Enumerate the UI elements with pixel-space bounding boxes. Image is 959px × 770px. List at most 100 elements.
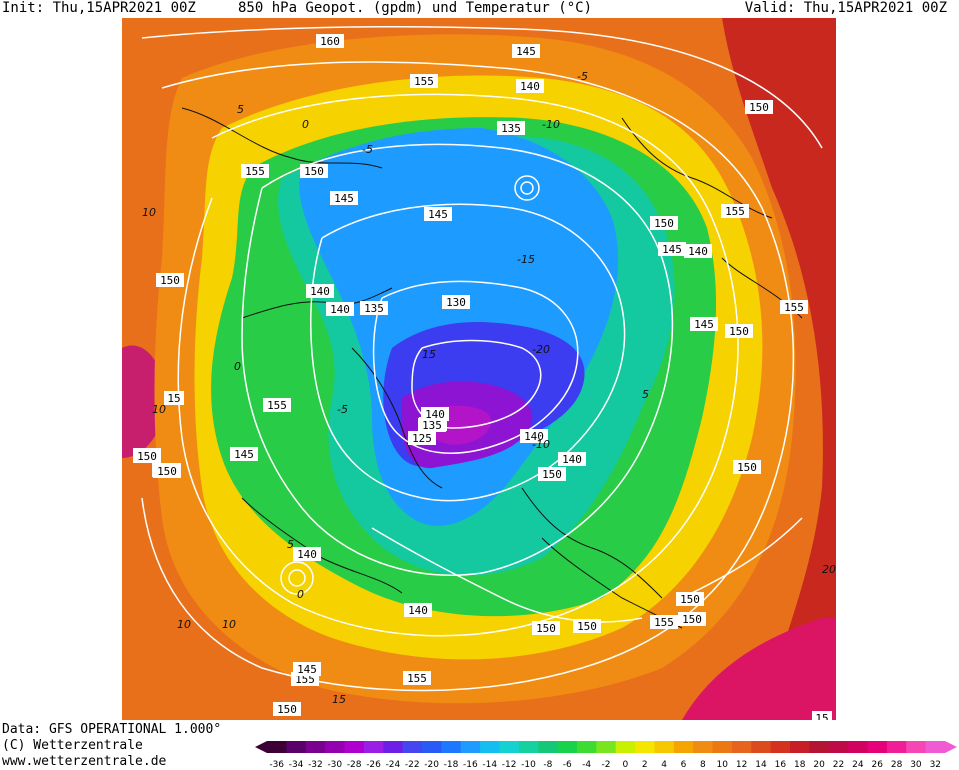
temperature-label: 10 [177, 618, 191, 631]
scale-swatch [654, 741, 675, 753]
scale-swatch [848, 741, 869, 753]
temperature-label: 15 [422, 348, 436, 361]
geopotential-label: 150 [745, 100, 773, 114]
scale-arrow-left [255, 741, 267, 753]
geopotential-label-text: 155 [267, 399, 287, 412]
scale-swatch [383, 741, 404, 753]
scale-swatch [499, 741, 520, 753]
geopotential-label: 135 [497, 121, 525, 135]
scale-swatch [673, 741, 694, 753]
scale-swatch [267, 741, 287, 753]
scale-tick-label: 8 [700, 760, 706, 770]
geopotential-label: 145 [690, 317, 718, 331]
geopotential-label-text: 140 [520, 80, 540, 93]
scale-tick-label: 2 [642, 760, 648, 770]
geopotential-label: 150 [538, 467, 566, 481]
temperature-label: 0 [234, 360, 241, 373]
geopotential-label-text: 135 [364, 302, 384, 315]
scale-tick-label: 32 [930, 760, 941, 770]
scale-tick-label: -28 [347, 760, 362, 770]
scale-tick-label: 30 [910, 760, 922, 770]
geopotential-label-text: 150 [577, 620, 597, 633]
scale-swatch [906, 741, 927, 753]
temperature-label: 20 [822, 563, 836, 576]
scale-tick-label: -2 [602, 760, 611, 770]
scale-tick-label: 22 [833, 760, 844, 770]
geopotential-label-text: 150 [729, 325, 749, 338]
geopotential-label-text: 150 [137, 450, 157, 463]
temperature-label: 10 [152, 403, 166, 416]
geopotential-label: 140 [293, 547, 321, 561]
geopotential-label: 150 [153, 464, 181, 478]
scale-tick-label: 18 [794, 760, 806, 770]
geopotential-label: 145 [512, 44, 540, 58]
geopotential-label-text: 150 [157, 465, 177, 478]
scale-swatch [325, 741, 345, 753]
geopotential-label-text: 155 [414, 75, 434, 88]
geopotential-label-text: 155 [725, 205, 745, 218]
geopotential-label-text: 125 [412, 432, 432, 445]
scale-swatch [480, 741, 500, 753]
scale-swatch [790, 741, 810, 753]
scale-swatch [538, 741, 559, 753]
scale-swatch [712, 741, 733, 753]
website-url[interactable]: www.wetterzentrale.de [2, 754, 167, 769]
scale-tick-label: -12 [502, 760, 517, 770]
scale-tick-label: 6 [681, 760, 687, 770]
geopotential-label-text: 140 [688, 245, 708, 258]
data-source: Data: GFS OPERATIONAL 1.000° [2, 722, 222, 737]
geopotential-label-text: 155 [654, 616, 674, 629]
geopotential-label: 160 [316, 34, 344, 48]
temperature-label: 0 [302, 118, 309, 131]
scale-tick-label: 26 [871, 760, 883, 770]
geopotential-label: 150 [532, 621, 560, 635]
temperature-color-scale: -36 -34 -32 -30 -28 -26 -24 -22 -20 -18 -16 -14 -12-… [255, 741, 957, 770]
geopotential-label-text: 140 [330, 303, 350, 316]
geopotential-label-text: 140 [310, 285, 330, 298]
geopotential-label: 145 [658, 242, 686, 256]
geopotential-label-text: 150 [680, 593, 700, 606]
geopotential-label-text: 150 [542, 468, 562, 481]
scale-swatch [693, 741, 714, 753]
scale-swatch [441, 741, 462, 753]
geopotential-label-text: 145 [516, 45, 536, 58]
geopotential-label: 145 [230, 447, 258, 461]
temperature-label: 10 [142, 206, 156, 219]
scale-tick-label: 20 [813, 760, 825, 770]
temperature-label: 15 [332, 693, 346, 706]
geopotential-label: 150 [725, 324, 753, 338]
scale-tick-label: -4 [582, 760, 591, 770]
scale-tick-label: -26 [366, 760, 381, 770]
scale-swatch [751, 741, 772, 753]
scale-tick-label: -36 [269, 760, 284, 770]
geopotential-label-text: 150 [304, 165, 324, 178]
init-time: Init: Thu,15APR2021 00Z [2, 0, 196, 16]
geopotential-label-text: 150 [160, 274, 180, 287]
geopotential-label-text: 145 [234, 448, 254, 461]
geopotential-label: 150 [273, 702, 301, 716]
geopotential-label: 130 [442, 295, 470, 309]
scale-swatch [402, 741, 423, 753]
geopotential-label: 150 [133, 449, 161, 463]
temperature-label: 10 [222, 618, 236, 631]
scale-swatch [886, 741, 907, 753]
geopotential-label: 155 [403, 671, 431, 685]
geopotential-label: 155 [721, 204, 749, 218]
valid-time: Valid: Thu,15APR2021 00Z [744, 0, 947, 16]
geopotential-label-text: 150 [682, 613, 702, 626]
scale-swatch [576, 741, 597, 753]
geopotential-label-text: 135 [501, 122, 521, 135]
geopotential-label: 145 [424, 207, 452, 221]
geopotential-label: 150 [678, 612, 706, 626]
geopotential-label: 150 [300, 164, 328, 178]
geopotential-label: 150 [733, 460, 761, 474]
scale-swatch [809, 741, 830, 753]
geopotential-label: 140 [558, 452, 586, 466]
geopotential-label-text: 155 [784, 301, 804, 314]
geopotential-label-text: 145 [297, 663, 317, 676]
scale-tick-label: -24 [386, 760, 401, 770]
geopotential-label: 155 [410, 74, 438, 88]
scale-tick-label: 12 [736, 760, 747, 770]
